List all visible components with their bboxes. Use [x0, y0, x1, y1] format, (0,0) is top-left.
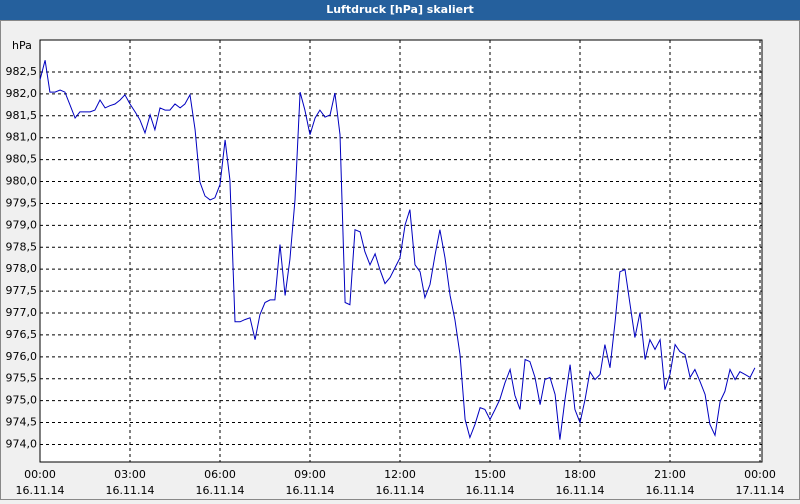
x-tick-label: 00:00	[744, 468, 776, 481]
y-tick-label: 977,0	[6, 306, 38, 319]
x-tick-label: 21:00	[654, 468, 686, 481]
y-tick-label: 974,0	[6, 437, 38, 450]
y-tick-label: 977,5	[6, 284, 38, 297]
x-tick-label: 17.11.14	[736, 484, 785, 497]
y-tick-label: 979,0	[6, 218, 38, 231]
y-unit: hPa	[12, 39, 32, 52]
x-tick-label: 16.11.14	[196, 484, 245, 497]
y-tick-label: 975,5	[6, 372, 38, 385]
y-tick-label: 976,0	[6, 350, 38, 363]
y-tick-label: 980,0	[6, 175, 38, 188]
y-tick-label: 980,5	[6, 153, 38, 166]
x-tick-label: 16.11.14	[286, 484, 335, 497]
title-bar	[0, 0, 800, 20]
x-tick-label: 16.11.14	[556, 484, 605, 497]
x-tick-label: 16.11.14	[376, 484, 425, 497]
data-line	[39, 60, 756, 440]
x-tick-label: 09:00	[294, 468, 326, 481]
y-tick-label: 982,5	[6, 65, 38, 78]
x-tick-label: 18:00	[564, 468, 596, 481]
x-tick-label: 06:00	[204, 468, 236, 481]
x-tick-label: 16.11.14	[106, 484, 155, 497]
x-tick-label: 16.11.14	[16, 484, 65, 497]
y-tick-label: 978,0	[6, 262, 38, 275]
y-tick-label: 981,0	[6, 131, 38, 144]
y-tick-label: 978,5	[6, 240, 38, 253]
y-tick-label: 974,5	[6, 416, 38, 429]
x-tick-label: 16.11.14	[646, 484, 695, 497]
x-tick-label: 15:00	[474, 468, 506, 481]
chart-title: Luftdruck [hPa] skaliert	[326, 3, 474, 16]
y-tick-label: 975,0	[6, 394, 38, 407]
y-tick-label: 982,0	[6, 87, 38, 100]
x-tick-label: 03:00	[114, 468, 146, 481]
y-tick-label: 976,5	[6, 328, 38, 341]
x-tick-label: 00:00	[24, 468, 56, 481]
x-tick-label: 16.11.14	[466, 484, 515, 497]
x-tick-label: 12:00	[384, 468, 416, 481]
y-tick-label: 979,5	[6, 196, 38, 209]
y-tick-label: 981,5	[6, 109, 38, 122]
